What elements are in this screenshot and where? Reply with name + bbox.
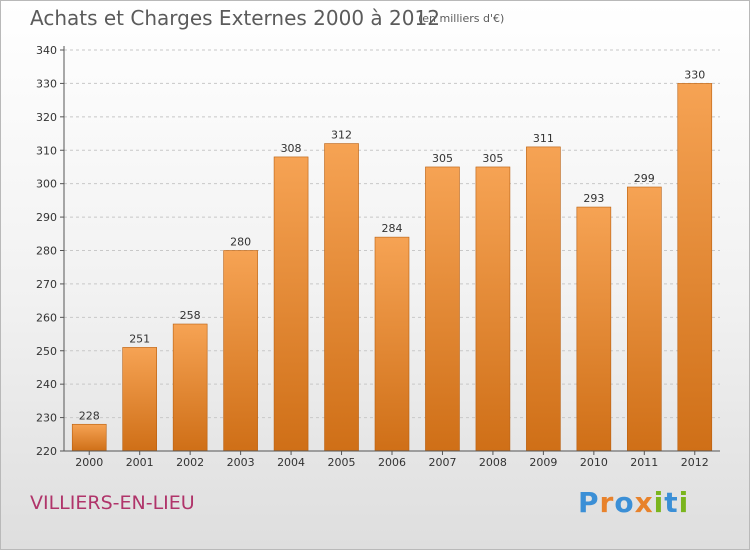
bar-2000 <box>71 423 107 452</box>
logo-letter: t <box>664 486 679 519</box>
value-label-2003: 280 <box>230 236 251 249</box>
value-label-2006: 284 <box>382 222 403 235</box>
y-tick-label: 270 <box>36 278 57 291</box>
bar-2012 <box>677 83 713 452</box>
x-tick-label-2006: 2006 <box>378 456 406 469</box>
bar-2011 <box>627 186 662 452</box>
proxiti-logo: Proxiti <box>578 486 689 519</box>
y-tick-label: 320 <box>36 111 57 124</box>
x-tick-label-2010: 2010 <box>580 456 608 469</box>
x-axis-ticks: 2000 2001 2002 2003 2004 2005 2006 2007 2008 2009… <box>75 451 709 469</box>
x-tick-label-2001: 2001 <box>126 456 154 469</box>
x-tick-label-2005: 2005 <box>328 456 356 469</box>
y-tick-label: 300 <box>36 178 57 191</box>
value-label-2001: 251 <box>129 332 150 345</box>
bar-2005 <box>324 143 359 452</box>
commune-name: VILLIERS-EN-LIEU <box>30 492 195 514</box>
x-tick-label-2000: 2000 <box>75 456 103 469</box>
x-tick-label-2003: 2003 <box>227 456 255 469</box>
bar-2001 <box>122 347 157 452</box>
logo-letter: r <box>599 486 615 519</box>
value-label-2012: 330 <box>684 68 705 81</box>
x-tick-label-2012: 2012 <box>681 456 709 469</box>
value-label-2005: 312 <box>331 129 352 142</box>
chart-unit: (en milliers d'€) <box>418 12 505 25</box>
logo-letter: x <box>634 486 654 519</box>
bar-2002 <box>172 323 208 452</box>
value-labels: 228 251 258 280 308 312 284 305 305 311 293 299 330 <box>79 68 706 422</box>
chart-title: Achats et Charges Externes 2000 à 2012 <box>30 6 440 30</box>
value-label-2011: 299 <box>634 172 655 185</box>
bar-2008 <box>475 166 511 452</box>
y-tick-label: 290 <box>36 211 57 224</box>
y-tick-label: 240 <box>36 378 57 391</box>
value-label-2009: 311 <box>533 132 554 145</box>
x-tick-label-2008: 2008 <box>479 456 507 469</box>
value-label-2002: 258 <box>180 309 201 322</box>
y-axis-ticks: 220 230 240 250 260 270 280 290 300 310 320 330 340 <box>36 44 64 458</box>
y-tick-label: 260 <box>36 311 57 324</box>
logo-letter: o <box>614 486 635 519</box>
logo-letter: P <box>578 486 600 519</box>
y-tick-label: 330 <box>36 77 57 90</box>
bar-2006 <box>374 236 410 452</box>
bar-2007 <box>425 166 460 452</box>
value-label-2010: 293 <box>583 192 604 205</box>
value-label-2004: 308 <box>281 142 302 155</box>
y-tick-label: 230 <box>36 412 57 425</box>
y-tick-label: 220 <box>36 445 57 458</box>
bar-2010 <box>576 206 612 452</box>
y-tick-label: 340 <box>36 44 57 57</box>
x-tick-label-2011: 2011 <box>630 456 658 469</box>
bar-2004 <box>273 156 309 452</box>
logo-letter: i <box>678 486 690 519</box>
value-label-2008: 305 <box>482 152 503 165</box>
y-tick-label: 280 <box>36 245 57 258</box>
x-tick-label-2009: 2009 <box>529 456 557 469</box>
bar-2003 <box>223 250 258 452</box>
value-label-2007: 305 <box>432 152 453 165</box>
value-label-2000: 228 <box>79 409 100 422</box>
bar-2009 <box>526 146 561 452</box>
bars <box>71 83 713 452</box>
x-tick-label-2002: 2002 <box>176 456 204 469</box>
x-tick-label-2004: 2004 <box>277 456 305 469</box>
x-tick-label-2007: 2007 <box>428 456 456 469</box>
logo-letter: i <box>653 486 665 519</box>
y-tick-label: 310 <box>36 144 57 157</box>
y-tick-label: 250 <box>36 345 57 358</box>
